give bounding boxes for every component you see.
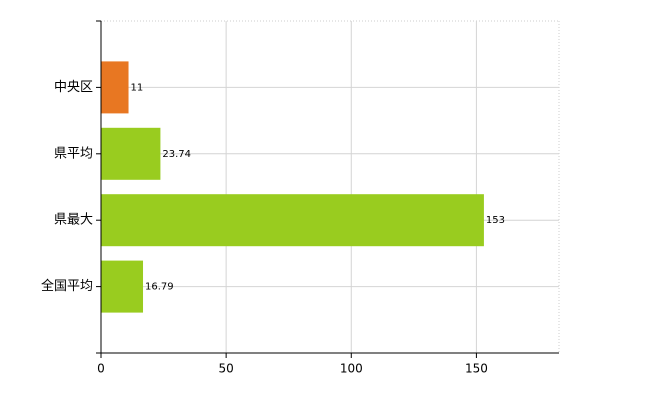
x-tick-label: 100	[340, 362, 363, 376]
x-tick-label: 0	[97, 362, 105, 376]
value-label: 153	[486, 215, 505, 226]
y-tick-label: 中央区	[54, 80, 93, 95]
x-tick-label: 50	[218, 362, 233, 376]
x-tick-label: 150	[465, 362, 488, 376]
bar	[101, 127, 161, 180]
value-label: 16.79	[145, 282, 174, 293]
bar	[101, 61, 129, 114]
value-label: 23.74	[162, 149, 191, 160]
y-tick-label: 県平均	[54, 146, 93, 161]
value-label: 11	[131, 82, 144, 93]
y-tick-label: 県最大	[54, 213, 93, 228]
bar	[101, 260, 144, 313]
y-tick-label: 全国平均	[41, 278, 93, 294]
bar	[101, 194, 484, 247]
